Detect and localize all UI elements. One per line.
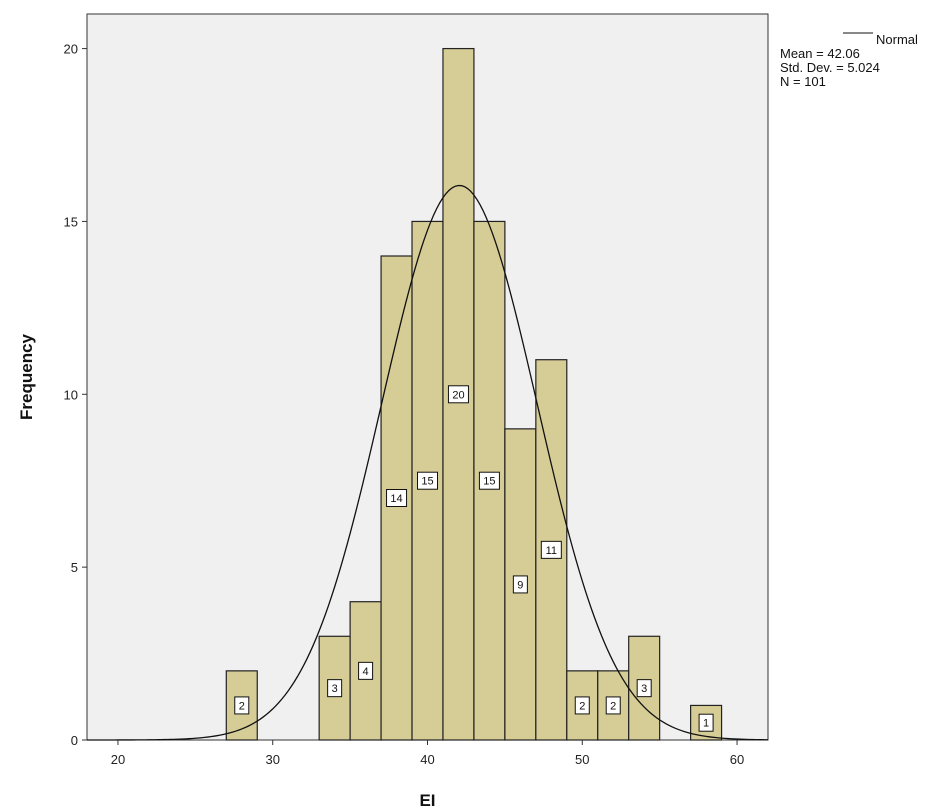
bar-label-box	[574, 696, 590, 715]
bar-label-box	[358, 661, 374, 680]
bar-labels-layer: 2 3 4 14 15 20 15 9 11 2 2 3 1	[234, 385, 714, 732]
bar-data-label: 2	[605, 696, 621, 715]
bar-label-box	[605, 696, 621, 715]
y-tick-label: 20	[64, 42, 78, 57]
bar-label-box	[386, 489, 408, 507]
bar-label-value: 2	[579, 700, 585, 712]
bar-data-label: 14	[386, 489, 408, 507]
bar-label-value: 3	[332, 683, 338, 695]
bar-label-value: 9	[517, 579, 523, 591]
bar-label-box	[698, 713, 714, 732]
bar-data-label: 20	[447, 385, 469, 404]
bar-label-value: 2	[610, 700, 616, 712]
bar-label-box	[234, 696, 250, 715]
bar-label-value: 15	[483, 476, 495, 488]
bar-label-value: 1	[703, 718, 709, 730]
bar-label-value: 11	[546, 545, 557, 557]
y-tick-label: 15	[64, 214, 78, 229]
bar-label-box	[636, 679, 652, 698]
legend-n: N = 101	[780, 74, 826, 89]
normal-curve	[87, 184, 769, 741]
y-tick-label: 10	[64, 387, 78, 402]
bar-label-box	[447, 385, 469, 404]
y-tick-label: 0	[71, 733, 78, 748]
bar-data-label: 9	[512, 575, 528, 594]
bar-label-box	[417, 471, 438, 490]
x-axis-title: EI	[419, 791, 435, 810]
bar-label-box	[540, 540, 562, 559]
x-tick-label: 20	[111, 752, 125, 767]
x-tick-label: 50	[575, 752, 589, 767]
legend-mean: Mean = 42.06	[780, 46, 860, 61]
bar-data-label: 1	[698, 713, 714, 732]
y-tick-label: 5	[71, 560, 78, 575]
legend-std-dev: Std. Dev. = 5.024	[780, 60, 880, 75]
bar-data-label: 15	[478, 471, 500, 490]
bar-label-box	[327, 679, 343, 698]
bar-label-value: 20	[452, 389, 464, 401]
bar-label-value: 14	[390, 493, 402, 505]
y-axis-title: Frequency	[17, 333, 36, 420]
x-tick-label: 30	[265, 752, 279, 767]
bar-data-label: 4	[358, 661, 374, 680]
bar-data-label: 15	[417, 471, 438, 490]
legend-curve-label: Normal	[876, 32, 918, 47]
bar-data-label: 11	[540, 540, 562, 559]
x-tick-label: 60	[730, 752, 744, 767]
bar-label-value: 2	[239, 700, 245, 712]
bar-label-box	[512, 575, 528, 594]
bar-data-label: 2	[234, 696, 250, 715]
bar-data-label: 3	[636, 679, 652, 698]
bar-label-box	[478, 471, 500, 490]
x-tick-label: 40	[420, 752, 434, 767]
bar-label-value: 15	[421, 476, 433, 488]
bars-layer	[225, 47, 723, 741]
legend: Normal Mean = 42.06 Std. Dev. = 5.024 N …	[780, 32, 918, 89]
bar-data-label: 2	[574, 696, 590, 715]
bar-data-label: 3	[327, 679, 343, 698]
axes-layer: 20 30 40 50 60 0 5 10 15 20	[64, 42, 745, 767]
bar-label-value: 4	[363, 666, 369, 678]
bar-label-value: 3	[641, 683, 647, 695]
